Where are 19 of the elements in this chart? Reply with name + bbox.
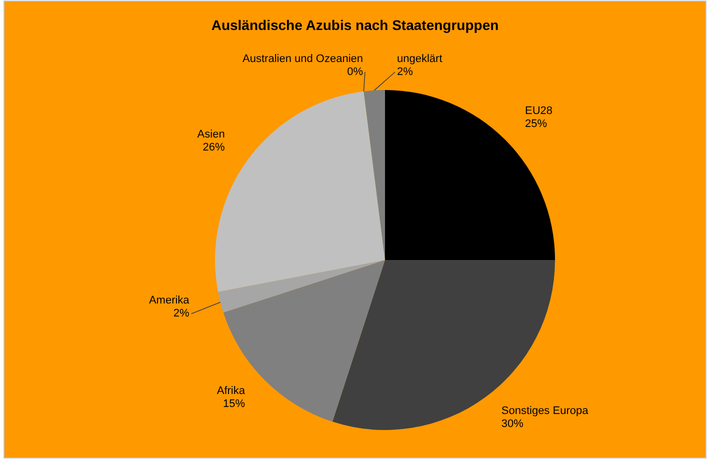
pie-slice bbox=[218, 260, 385, 313]
slice-label: Amerika bbox=[148, 294, 190, 307]
slice-label: EU28 bbox=[525, 104, 553, 117]
data-label: 2% bbox=[397, 66, 414, 78]
slice-label: Sonstiges Europa bbox=[501, 405, 590, 418]
slice-label: Asien bbox=[197, 128, 225, 141]
data-label: 30% bbox=[501, 418, 524, 430]
data-label: 15% bbox=[222, 398, 246, 410]
data-label: 25% bbox=[525, 118, 548, 130]
category-label: Australien und Ozeanien bbox=[242, 53, 363, 65]
chart-title: Ausländische Azubis nach Staatengruppen bbox=[211, 17, 499, 33]
text: 0% bbox=[347, 66, 363, 78]
pie-slice bbox=[332, 260, 555, 430]
pie-slice bbox=[364, 90, 385, 260]
pie-slice bbox=[385, 90, 555, 260]
slice-label: Afrika bbox=[216, 385, 246, 398]
data-label: 26% bbox=[202, 142, 226, 154]
data-label: 2% bbox=[173, 308, 190, 320]
slice-label: ungeklärt bbox=[397, 53, 442, 65]
